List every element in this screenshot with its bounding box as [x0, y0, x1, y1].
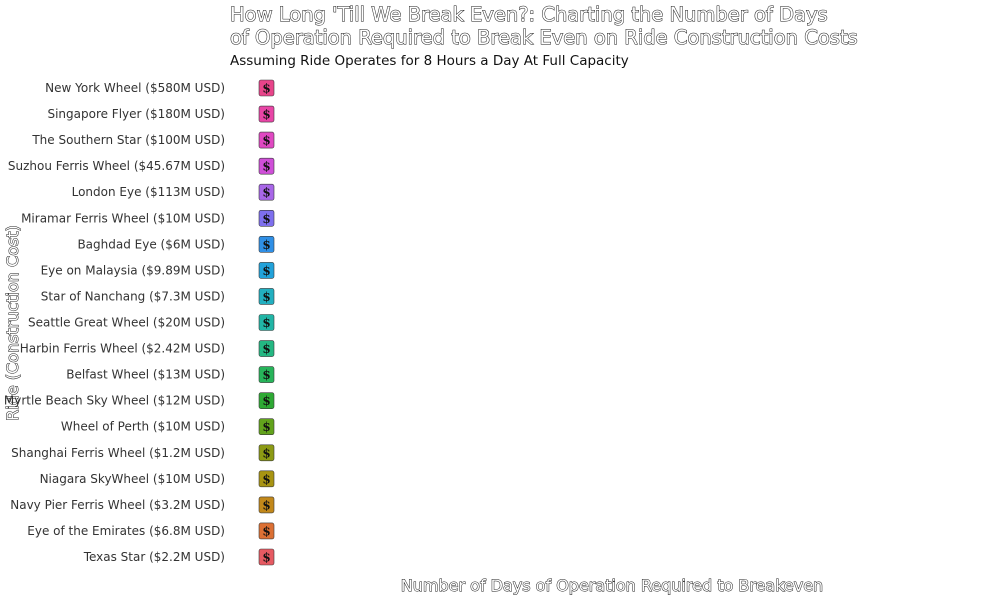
- chart-title-line-1: How Long 'Till We Break Even?: Charting …: [230, 3, 828, 26]
- bar: [258, 79, 275, 97]
- y-tick-labels: New York Wheel ($580M USD) Singapore Flye…: [4, 81, 225, 564]
- bar: [258, 392, 275, 409]
- y-tick-label: Myrtle Beach Sky Wheel ($12M USD): [4, 394, 225, 408]
- bar-dollar-icon: $: [262, 82, 270, 96]
- chart-title-line-2: of Operation Required to Break Even on R…: [230, 26, 858, 49]
- y-tick-label: Star of Nanchang ($7.3M USD): [41, 289, 225, 303]
- y-tick-label: Miramar Ferris Wheel ($10M USD): [21, 211, 225, 225]
- bar: [258, 157, 275, 175]
- y-tick-label: Suzhou Ferris Wheel ($45.67M USD): [8, 159, 225, 173]
- y-tick-label: London Eye ($113M USD): [72, 185, 225, 199]
- y-tick-label: Belfast Wheel ($13M USD): [66, 368, 225, 382]
- y-tick-label: Eye on Malaysia ($9.89M USD): [41, 263, 225, 277]
- bar: [258, 418, 275, 436]
- y-tick-label: Navy Pier Ferris Wheel ($3.2M USD): [10, 498, 225, 512]
- bar: [258, 340, 275, 357]
- bar: [258, 444, 275, 462]
- bar: [258, 496, 275, 514]
- y-tick-label: Eye of the Emirates ($6.8M USD): [27, 524, 225, 538]
- bar-dollar-icon: $: [262, 498, 270, 512]
- bar-dollar-icon: $: [262, 134, 270, 148]
- chart-subtitle: Assuming Ride Operates for 8 Hours a Day…: [230, 53, 629, 69]
- bar: [258, 522, 275, 540]
- y-tick-label: The Southern Star ($100M USD): [31, 133, 225, 147]
- y-tick-label: Niagara SkyWheel ($10M USD): [40, 472, 225, 486]
- bar-dollar-icon: $: [262, 524, 270, 538]
- bar: [258, 105, 275, 123]
- y-tick-label: Texas Star ($2.2M USD): [83, 550, 225, 564]
- bar: [258, 131, 275, 149]
- y-tick-label: Baghdad Eye ($6M USD): [77, 237, 225, 251]
- y-tick-label: Singapore Flyer ($180M USD): [47, 107, 225, 121]
- bar: [258, 366, 275, 383]
- bar: [258, 236, 275, 253]
- y-tick-label: Seattle Great Wheel ($20M USD): [28, 316, 225, 330]
- bar-dollar-icon: $: [262, 446, 270, 460]
- bar-dollar-icon: $: [262, 420, 270, 434]
- bar-dollar-icon: $: [262, 186, 270, 200]
- bar-dollar-icon: $: [262, 238, 270, 252]
- bar-dollar-icon: $: [262, 551, 270, 565]
- y-tick-label: Shanghai Ferris Wheel ($1.2M USD): [11, 446, 225, 460]
- bar: [258, 288, 275, 305]
- x-axis-label: Number of Days of Operation Required to …: [401, 576, 823, 595]
- y-tick-label: Harbin Ferris Wheel ($2.42M USD): [20, 342, 225, 356]
- bar-dollar-icon: $: [262, 264, 270, 278]
- bar-dollar-icon: $: [262, 472, 270, 486]
- bar: [258, 209, 275, 227]
- bar-dollar-icon: $: [262, 108, 270, 122]
- bar-dollar-icon: $: [262, 342, 270, 356]
- bar: [258, 183, 275, 201]
- bar: [258, 262, 275, 279]
- y-tick-label: Wheel of Perth ($10M USD): [61, 420, 225, 434]
- bar-series: $ $ $ $ $ $ $ $ $ $ $ $ $ $ $ $ $ $ $: [258, 79, 275, 566]
- bar: [258, 548, 275, 566]
- bar-dollar-icon: $: [262, 394, 270, 408]
- bar: [258, 314, 275, 331]
- bar-dollar-icon: $: [262, 160, 270, 174]
- bar-dollar-icon: $: [262, 316, 270, 330]
- y-tick-label: New York Wheel ($580M USD): [45, 81, 225, 95]
- y-axis-label: Ride (Construction Cost): [3, 225, 22, 421]
- bar: [258, 470, 275, 488]
- bar-dollar-icon: $: [262, 212, 270, 226]
- bar-dollar-icon: $: [262, 368, 270, 382]
- bar-dollar-icon: $: [262, 290, 270, 304]
